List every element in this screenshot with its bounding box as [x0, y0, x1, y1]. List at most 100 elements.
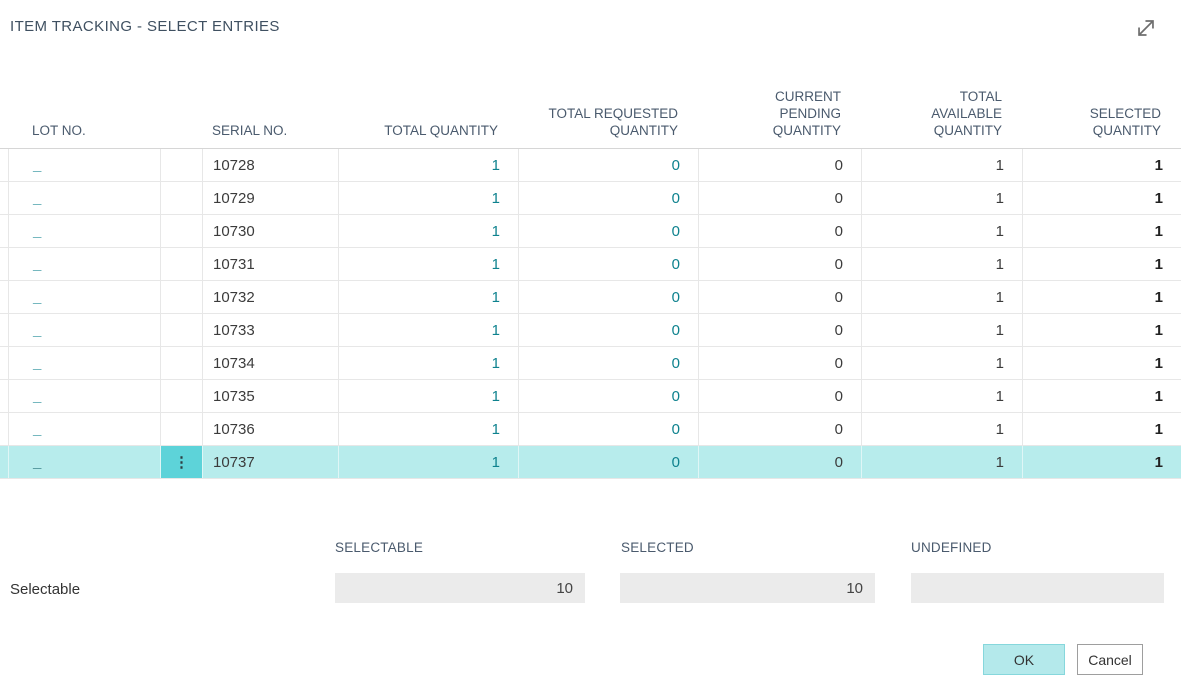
serial-no-cell[interactable]: 10737	[202, 446, 338, 478]
lot-no-link[interactable]: _	[33, 354, 42, 372]
lot-no-link[interactable]: _	[33, 156, 42, 174]
total-available-quantity-cell: 1	[861, 413, 1022, 445]
lot-no-cell[interactable]: _	[8, 215, 160, 247]
total-quantity-cell[interactable]: 1	[338, 182, 518, 214]
total-requested-quantity-cell[interactable]: 0	[518, 281, 698, 313]
serial-no-cell[interactable]: 10733	[202, 314, 338, 346]
total-requested-quantity-cell[interactable]: 0	[518, 413, 698, 445]
table-row[interactable]: _ 10729 1 0 0 1 1	[0, 182, 1181, 215]
selected-quantity-cell[interactable]: 1	[1022, 347, 1181, 379]
total-quantity-cell[interactable]: 1	[338, 380, 518, 412]
summary-field-selectable: 10	[335, 573, 585, 603]
lot-no-cell[interactable]: _	[8, 281, 160, 313]
lot-no-cell[interactable]: _	[8, 314, 160, 346]
selected-quantity-cell[interactable]: 1	[1022, 281, 1181, 313]
serial-no-cell[interactable]: 10728	[202, 149, 338, 181]
total-requested-quantity-cell[interactable]: 0	[518, 149, 698, 181]
selected-quantity-cell[interactable]: 1	[1022, 380, 1181, 412]
serial-no-cell[interactable]: 10736	[202, 413, 338, 445]
lot-no-link[interactable]: _	[33, 321, 42, 339]
table-row[interactable]: _ 10733 1 0 0 1 1	[0, 314, 1181, 347]
selected-quantity-cell[interactable]: 1	[1022, 413, 1181, 445]
row-options-cell	[160, 182, 202, 214]
total-quantity-cell[interactable]: 1	[338, 248, 518, 280]
lot-no-link[interactable]: _	[33, 420, 42, 438]
total-quantity-cell[interactable]: 1	[338, 149, 518, 181]
lot-no-cell[interactable]: _	[8, 149, 160, 181]
column-header-gutter	[0, 139, 8, 148]
row-options-cell	[160, 248, 202, 280]
column-header-options	[160, 139, 202, 148]
total-available-quantity-cell: 1	[861, 182, 1022, 214]
lot-no-link[interactable]: _	[33, 453, 42, 471]
selected-quantity-cell[interactable]: 1	[1022, 149, 1181, 181]
serial-no-cell[interactable]: 10734	[202, 347, 338, 379]
cancel-button[interactable]: Cancel	[1077, 644, 1143, 675]
column-header-lot-no[interactable]: LOT NO.	[32, 123, 86, 138]
table-row[interactable]: _ 10735 1 0 0 1 1	[0, 380, 1181, 413]
selected-quantity-cell[interactable]: 1	[1022, 215, 1181, 247]
column-header-serial-no[interactable]: SERIAL NO.	[212, 123, 288, 138]
lot-no-link[interactable]: _	[33, 222, 42, 240]
total-requested-quantity-cell[interactable]: 0	[518, 446, 698, 478]
lot-no-link[interactable]: _	[33, 288, 42, 306]
total-quantity-cell[interactable]: 1	[338, 314, 518, 346]
table-row[interactable]: _ 10732 1 0 0 1 1	[0, 281, 1181, 314]
lot-no-link[interactable]: _	[33, 255, 42, 273]
row-gutter	[0, 149, 8, 181]
total-available-quantity-cell: 1	[861, 149, 1022, 181]
current-pending-quantity-cell: 0	[698, 281, 861, 313]
total-available-quantity-cell: 1	[861, 380, 1022, 412]
column-header-total-requested-quantity[interactable]: TOTAL REQUESTED QUANTITY	[548, 106, 678, 138]
row-options-cell	[160, 149, 202, 181]
row-options-icon[interactable]: ⋮	[174, 453, 189, 471]
lot-no-cell[interactable]: _	[8, 380, 160, 412]
selected-quantity-cell[interactable]: 1	[1022, 446, 1181, 478]
column-header-selected-quantity[interactable]: SELECTED QUANTITY	[1089, 106, 1161, 138]
total-quantity-cell[interactable]: 1	[338, 347, 518, 379]
current-pending-quantity-cell: 0	[698, 215, 861, 247]
lot-no-link[interactable]: _	[33, 189, 42, 207]
selected-quantity-cell[interactable]: 1	[1022, 182, 1181, 214]
serial-no-cell[interactable]: 10732	[202, 281, 338, 313]
table-row[interactable]: _ ⋮ 10737 1 0 0 1 1	[0, 446, 1181, 479]
expand-dialog-button[interactable]	[1129, 12, 1163, 46]
table-row[interactable]: _ 10731 1 0 0 1 1	[0, 248, 1181, 281]
total-quantity-cell[interactable]: 1	[338, 413, 518, 445]
total-quantity-cell[interactable]: 1	[338, 446, 518, 478]
total-requested-quantity-cell[interactable]: 0	[518, 314, 698, 346]
selected-quantity-cell[interactable]: 1	[1022, 248, 1181, 280]
lot-no-cell[interactable]: _	[8, 248, 160, 280]
table-row[interactable]: _ 10736 1 0 0 1 1	[0, 413, 1181, 446]
lot-no-cell[interactable]: _	[8, 347, 160, 379]
total-available-quantity-cell: 1	[861, 215, 1022, 247]
column-header-total-available-quantity[interactable]: TOTAL AVAILABLE QUANTITY	[931, 89, 1002, 138]
row-options-cell[interactable]: ⋮	[160, 446, 202, 478]
table-row[interactable]: _ 10730 1 0 0 1 1	[0, 215, 1181, 248]
selected-quantity-cell[interactable]: 1	[1022, 314, 1181, 346]
total-requested-quantity-cell[interactable]: 0	[518, 380, 698, 412]
serial-no-cell[interactable]: 10735	[202, 380, 338, 412]
serial-no-cell[interactable]: 10731	[202, 248, 338, 280]
total-requested-quantity-cell[interactable]: 0	[518, 215, 698, 247]
total-available-quantity-cell: 1	[861, 248, 1022, 280]
total-requested-quantity-cell[interactable]: 0	[518, 182, 698, 214]
table-row[interactable]: _ 10734 1 0 0 1 1	[0, 347, 1181, 380]
total-available-quantity-cell: 1	[861, 281, 1022, 313]
lot-no-cell[interactable]: _	[8, 446, 160, 478]
serial-no-cell[interactable]: 10730	[202, 215, 338, 247]
lot-no-link[interactable]: _	[33, 387, 42, 405]
column-header-current-pending-quantity[interactable]: CURRENT PENDING QUANTITY	[772, 89, 841, 138]
column-header-total-quantity[interactable]: TOTAL QUANTITY	[384, 123, 498, 138]
total-requested-quantity-cell[interactable]: 0	[518, 347, 698, 379]
total-quantity-cell[interactable]: 1	[338, 215, 518, 247]
table-row[interactable]: _ 10728 1 0 0 1 1	[0, 149, 1181, 182]
total-requested-quantity-cell[interactable]: 0	[518, 248, 698, 280]
total-quantity-cell[interactable]: 1	[338, 281, 518, 313]
lot-no-cell[interactable]: _	[8, 413, 160, 445]
lot-no-cell[interactable]: _	[8, 182, 160, 214]
row-gutter	[0, 215, 8, 247]
row-options-cell	[160, 215, 202, 247]
ok-button[interactable]: OK	[983, 644, 1065, 675]
serial-no-cell[interactable]: 10729	[202, 182, 338, 214]
